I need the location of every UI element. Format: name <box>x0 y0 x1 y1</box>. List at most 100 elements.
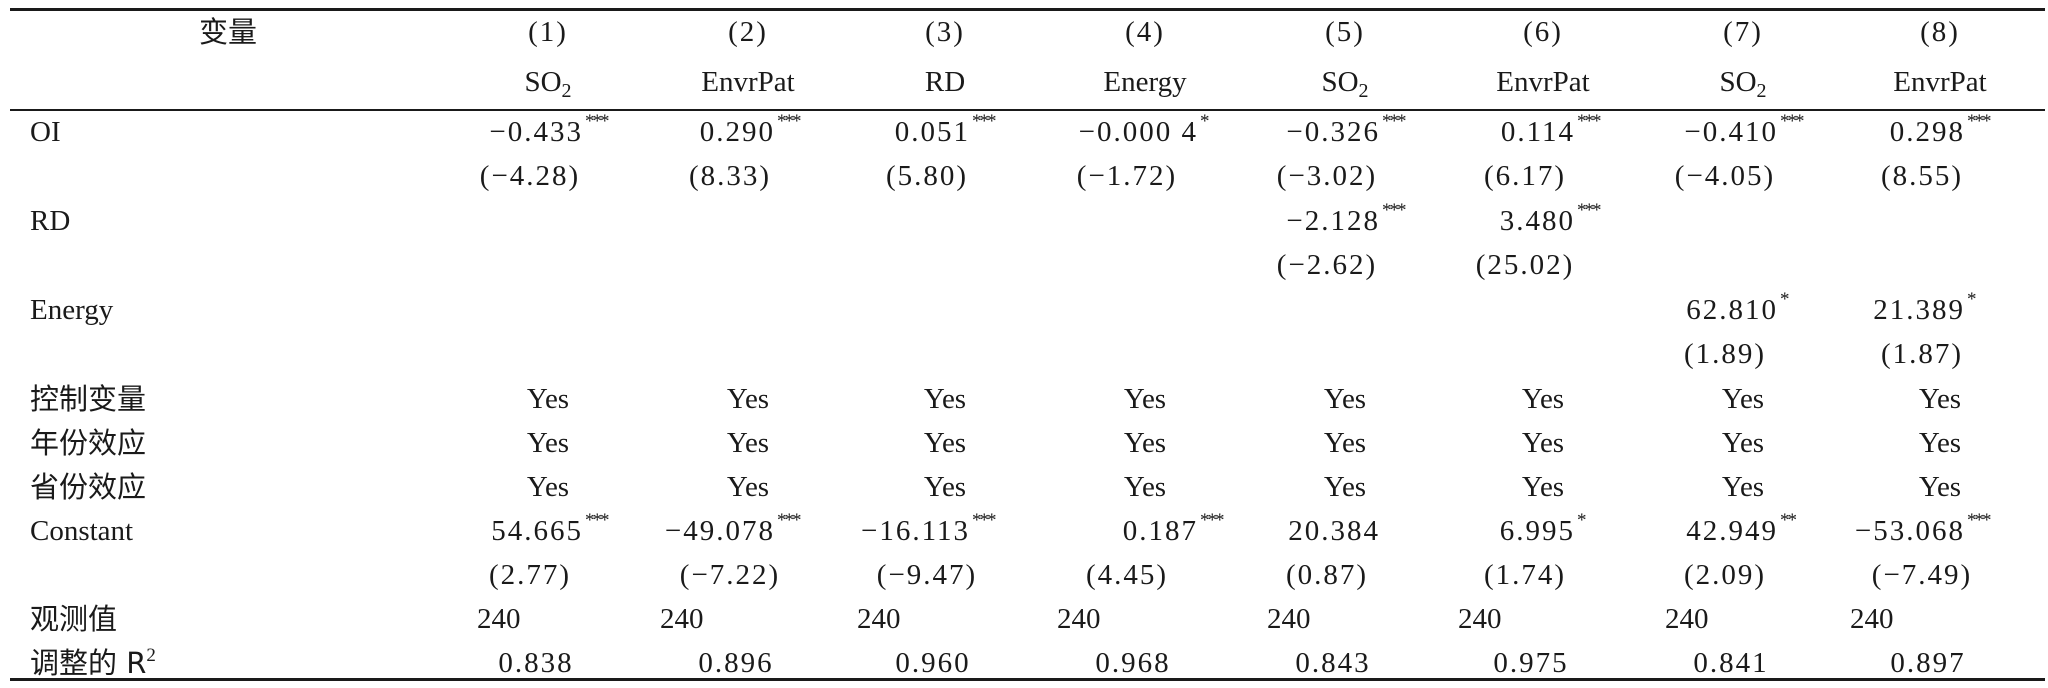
adj-r2-value: 0.841 <box>1693 647 1769 679</box>
oi-coefficient: −0.000 4 * <box>1078 112 1210 149</box>
prov-fe-indicator: Yes <box>526 471 570 503</box>
oi-t-statistic: (8.33) <box>688 160 772 192</box>
coefficient-value: −53.068 <box>1854 515 1965 547</box>
significance-stars: *** <box>1967 111 1991 132</box>
constant-t-statistic: (2.77) <box>488 559 572 591</box>
column-number: (8) <box>1920 16 1960 48</box>
adj-r2-superscript: 2 <box>146 645 156 666</box>
dependent-variable: RD <box>925 66 965 98</box>
year-fe-indicator: Yes <box>923 427 967 459</box>
significance-stars: * <box>1200 111 1209 132</box>
prov-fe-indicator: Yes <box>1721 471 1765 503</box>
significance-stars: ** <box>1780 510 1797 531</box>
coefficient-value: −49.078 <box>664 515 775 547</box>
dependent-variable-subscript: 2 <box>1756 80 1767 102</box>
oi-t-statistic: (6.17) <box>1483 160 1567 192</box>
coefficient-value: −0.433 <box>489 116 583 148</box>
row-label-oi: OI <box>30 116 61 148</box>
dependent-variable: SO2 <box>524 66 571 101</box>
coefficient-value: 3.480 <box>1499 205 1575 237</box>
constant-coefficient: −16.113 *** <box>860 511 996 548</box>
adj-r2-value: 0.896 <box>698 647 774 679</box>
controls-indicator: Yes <box>1721 383 1765 415</box>
adj-r2-text: 调整的 R <box>30 646 147 680</box>
oi-t-statistic: (8.55) <box>1880 160 1964 192</box>
adj-r2-value: 0.838 <box>498 647 574 679</box>
constant-coefficient: −53.068 *** <box>1854 511 1992 548</box>
column-number: (3) <box>925 16 965 48</box>
prov-fe-indicator: Yes <box>1323 471 1367 503</box>
rd-coefficient: −2.128 *** <box>1286 201 1406 238</box>
energy-t-statistic: (1.87) <box>1880 338 1964 370</box>
row-label-constant: Constant <box>30 515 134 547</box>
energy-t-statistic: (1.89) <box>1683 338 1767 370</box>
column-number: (4) <box>1125 16 1165 48</box>
rd-t-statistic: (25.02) <box>1475 249 1575 281</box>
significance-stars: *** <box>1577 200 1601 221</box>
constant-t-statistic: (−7.22) <box>679 559 781 591</box>
oi-coefficient: 0.290 *** <box>700 112 802 149</box>
prov-fe-indicator: Yes <box>923 471 967 503</box>
dependent-variable: EnvrPat <box>1893 66 1986 98</box>
constant-coefficient: 6.995 * <box>1499 511 1587 548</box>
significance-stars: *** <box>1382 200 1406 221</box>
observations-value: 240 <box>477 603 521 635</box>
oi-coefficient: 0.114 *** <box>1500 112 1602 149</box>
coefficient-value: 0.114 <box>1500 116 1575 148</box>
dependent-variable-name: SO <box>524 66 562 98</box>
adj-r2-value: 0.975 <box>1493 647 1569 679</box>
dependent-variable-subscript: 2 <box>561 80 572 102</box>
rd-t-statistic: (−2.62) <box>1276 249 1378 281</box>
significance-stars: *** <box>585 111 609 132</box>
coefficient-value: 54.665 <box>491 515 583 547</box>
coefficient-value: −0.000 4 <box>1078 116 1198 148</box>
constant-t-statistic: (−9.47) <box>876 559 978 591</box>
prov-fe-indicator: Yes <box>726 471 770 503</box>
significance-stars: *** <box>1967 510 1991 531</box>
dependent-variable: EnvrPat <box>1496 66 1589 98</box>
significance-stars: *** <box>1577 111 1601 132</box>
dependent-variable-name: EnvrPat <box>1496 66 1590 98</box>
coefficient-value: 0.187 <box>1122 515 1198 547</box>
coefficient-value: −2.128 <box>1286 205 1380 237</box>
year-fe-indicator: Yes <box>1521 427 1565 459</box>
oi-coefficient: −0.410 *** <box>1684 112 1804 149</box>
constant-coefficient: 42.949 ** <box>1686 511 1797 548</box>
dependent-variable-name: Energy <box>1103 66 1187 98</box>
significance-stars: *** <box>585 510 609 531</box>
controls-indicator: Yes <box>1123 383 1167 415</box>
significance-stars: *** <box>1200 510 1224 531</box>
coefficient-value: 20.384 <box>1288 515 1380 547</box>
top-rule <box>10 8 2045 11</box>
oi-coefficient: −0.433 *** <box>489 112 609 149</box>
observations-value: 240 <box>1267 603 1311 635</box>
row-label-year-fe: 年份效应 <box>30 426 147 460</box>
significance-stars: * <box>1780 289 1789 310</box>
rd-coefficient: 3.480 *** <box>1499 201 1602 238</box>
year-fe-indicator: Yes <box>1123 427 1167 459</box>
dependent-variable-name: EnvrPat <box>1893 66 1987 98</box>
significance-stars: *** <box>1780 111 1804 132</box>
observations-value: 240 <box>1458 603 1502 635</box>
header-rule <box>10 109 2045 111</box>
significance-stars: *** <box>777 510 801 531</box>
adj-r2-value: 0.960 <box>895 647 971 679</box>
column-number: (2) <box>728 16 768 48</box>
observations-value: 240 <box>1665 603 1709 635</box>
row-label-observations: 观测值 <box>30 602 118 636</box>
controls-indicator: Yes <box>923 383 967 415</box>
observations-value: 240 <box>1057 603 1101 635</box>
prov-fe-indicator: Yes <box>1123 471 1167 503</box>
controls-indicator: Yes <box>1918 383 1962 415</box>
row-label-adj-r2: 调整的 R2 <box>30 645 156 680</box>
prov-fe-indicator: Yes <box>1918 471 1962 503</box>
constant-coefficient: 20.384 <box>1288 515 1380 547</box>
observations-value: 240 <box>857 603 901 635</box>
energy-coefficient: 62.810 * <box>1686 290 1789 327</box>
coefficient-value: 6.995 <box>1499 515 1575 547</box>
coefficient-value: 21.389 <box>1873 294 1965 326</box>
coefficient-value: 0.298 <box>1889 116 1965 148</box>
coefficient-value: −16.113 <box>860 515 970 547</box>
dependent-variable-name: RD <box>924 66 966 98</box>
constant-coefficient: 0.187 *** <box>1122 511 1225 548</box>
